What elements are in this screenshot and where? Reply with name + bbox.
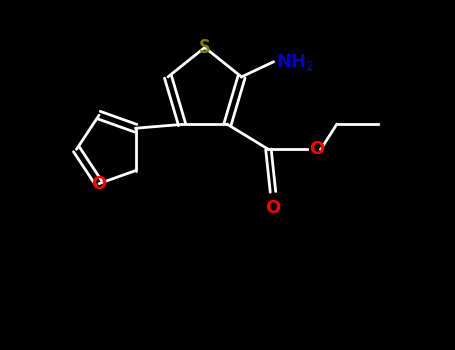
Text: S: S <box>199 38 211 57</box>
Text: O: O <box>309 140 324 159</box>
Text: O: O <box>91 175 107 193</box>
Text: NH$_2$: NH$_2$ <box>276 52 314 72</box>
Text: O: O <box>265 199 281 217</box>
